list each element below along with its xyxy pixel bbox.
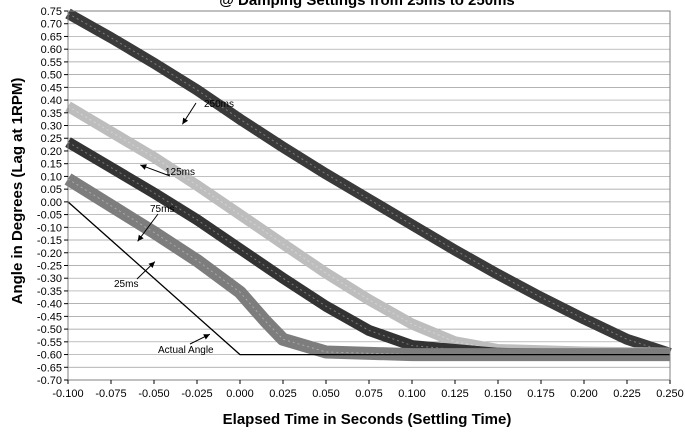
y-tick-label: -0.25 [37, 260, 62, 272]
annotation-label-125ms: 125ms [165, 167, 195, 178]
x-tick-label: 0.225 [613, 388, 641, 400]
x-tick-label: -0.050 [138, 388, 169, 400]
y-tick-label: 0.65 [41, 31, 62, 43]
y-tick-label: -0.10 [37, 222, 62, 234]
y-tick-label: -0.15 [37, 235, 62, 247]
x-tick-label: -0.100 [52, 388, 83, 400]
annotation-arrowhead-125ms [140, 164, 147, 170]
annotation-arrowhead-75ms [137, 234, 144, 242]
y-axis-ticks: 0.750.700.650.600.550.500.450.400.350.30… [37, 6, 68, 387]
y-tick-label: 0.00 [41, 197, 62, 209]
y-tick-label: 0.10 [41, 171, 62, 183]
annotation-group: 250ms 125ms 75ms 25ms Actual Angle [114, 99, 234, 356]
x-tick-label: 0.200 [570, 388, 598, 400]
y-tick-label: 0.35 [41, 108, 62, 120]
y-tick-label: -0.35 [37, 286, 62, 298]
x-tick-label: 0.125 [441, 388, 469, 400]
series-group [64, 8, 672, 362]
chart-title: @ Damping Settings from 25ms to 250ms [219, 0, 515, 9]
y-tick-label: 0.15 [41, 159, 62, 171]
y-tick-label: 0.45 [41, 82, 62, 94]
y-tick-label: 0.25 [41, 133, 62, 145]
y-tick-label: -0.70 [37, 375, 62, 387]
x-axis-ticks: -0.100 -0.075 -0.050 -0.025 0.000 0.025 0.050 0… [52, 380, 684, 400]
y-tick-label: 0.05 [41, 184, 62, 196]
y-tick-label: -0.40 [37, 299, 62, 311]
y-tick-label: 0.55 [41, 57, 62, 69]
x-tick-label: -0.025 [181, 388, 212, 400]
annotation-label-250ms: 250ms [204, 99, 234, 110]
y-tick-label: -0.30 [37, 273, 62, 285]
x-tick-label: 0.250 [656, 388, 684, 400]
y-tick-label: -0.55 [37, 337, 62, 349]
x-axis-label: Elapsed Time in Seconds (Settling Time) [223, 411, 512, 428]
y-axis-label: Angle in Degrees (Lag at 1RPM) [9, 78, 26, 305]
annotation-label-actual-angle: Actual Angle [158, 345, 214, 356]
annotation-label-75ms: 75ms [150, 204, 174, 215]
x-tick-label: -0.075 [95, 388, 126, 400]
y-tick-label: 0.30 [41, 121, 62, 133]
y-tick-label: -0.65 [37, 362, 62, 374]
x-tick-label: 0.100 [398, 388, 426, 400]
y-tick-label: 0.20 [41, 146, 62, 158]
y-tick-label: -0.45 [37, 311, 62, 323]
y-tick-label: -0.20 [37, 248, 62, 260]
y-tick-label: -0.50 [37, 324, 62, 336]
y-tick-label: 0.70 [41, 19, 62, 31]
x-tick-label: 0.175 [527, 388, 555, 400]
y-tick-label: 0.50 [41, 70, 62, 82]
annotation-label-25ms: 25ms [114, 279, 138, 290]
y-tick-label: -0.05 [37, 210, 62, 222]
y-tick-label: 0.60 [41, 44, 62, 56]
series-line-actual-angle [67, 201, 670, 356]
annotation-arrowhead-actual-angle [203, 334, 210, 340]
x-tick-label: 0.075 [355, 388, 383, 400]
x-tick-label: 0.000 [226, 388, 254, 400]
x-tick-label: 0.150 [484, 388, 512, 400]
y-tick-label: 0.40 [41, 95, 62, 107]
y-tick-label: -0.60 [37, 350, 62, 362]
series-texture-250ms [67, 13, 671, 354]
x-tick-label: 0.025 [269, 388, 297, 400]
y-tick-label: 0.75 [41, 6, 62, 18]
annotation-arrowhead-25ms [148, 261, 155, 268]
series-line-250ms [65, 8, 672, 359]
annotation-arrowhead-250ms [182, 117, 189, 125]
x-tick-label: 0.050 [312, 388, 340, 400]
